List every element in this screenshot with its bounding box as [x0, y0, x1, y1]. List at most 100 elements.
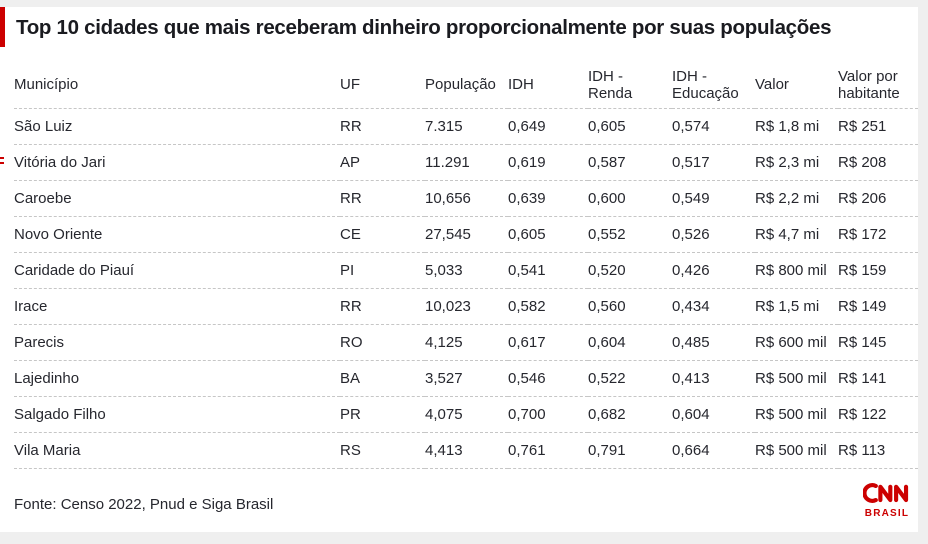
table-body: São Luiz RR 7.315 0,649 0,605 0,574 R$ 1,8 mi R… — [14, 108, 918, 469]
cell-populacao: 5,033 — [425, 252, 508, 289]
cell-uf: PR — [340, 396, 425, 433]
cell-idh-renda: 0,560 — [588, 288, 672, 325]
cell-idh-renda: 0,682 — [588, 396, 672, 433]
cell-idh: 0,649 — [508, 108, 588, 145]
cell-idh-renda: 0,552 — [588, 216, 672, 253]
cnn-brasil-logo: BRASIL — [861, 482, 913, 519]
cell-idh-educacao: 0,413 — [672, 360, 755, 397]
cnn-logo-icon — [862, 483, 909, 503]
cell-populacao: 11.291 — [425, 144, 508, 181]
cell-idh: 0,619 — [508, 144, 588, 181]
cell-idh: 0,761 — [508, 432, 588, 469]
cell-idh: 0,582 — [508, 288, 588, 325]
cell-idh-educacao: 0,517 — [672, 144, 755, 181]
cell-idh-educacao: 0,574 — [672, 108, 755, 145]
cell-idh-renda: 0,522 — [588, 360, 672, 397]
cell-populacao: 4,413 — [425, 432, 508, 469]
cell-valor-por-habitante: R$ 251 — [838, 108, 918, 145]
cell-populacao: 7.315 — [425, 108, 508, 145]
cell-municipio: Vitória do Jari — [14, 144, 340, 181]
cell-valor: R$ 500 mil — [755, 432, 838, 469]
cell-idh-renda: 0,605 — [588, 108, 672, 145]
table-header-row: Município UF População IDH IDH - Renda IDH - … — [14, 62, 918, 109]
page-title: Top 10 cidades que mais receberam dinhei… — [16, 16, 832, 39]
cell-valor: R$ 2,2 mi — [755, 180, 838, 217]
cell-idh-renda: 0,791 — [588, 432, 672, 469]
left-edge-red-marks — [0, 157, 4, 159]
cell-municipio: Parecis — [14, 324, 340, 361]
cell-valor-por-habitante: R$ 208 — [838, 144, 918, 181]
cell-valor: R$ 1,8 mi — [755, 108, 838, 145]
cell-populacao: 10,656 — [425, 180, 508, 217]
cell-idh: 0,700 — [508, 396, 588, 433]
column-header-idh-renda: IDH - Renda — [588, 62, 672, 109]
cell-idh-renda: 0,520 — [588, 252, 672, 289]
column-header-valor: Valor — [755, 62, 838, 109]
column-header-municipio: Município — [14, 62, 340, 109]
table-row: Caroebe RR 10,656 0,639 0,600 0,549 R$ 2,2 mi R… — [14, 180, 918, 217]
cell-valor-por-habitante: R$ 145 — [838, 324, 918, 361]
cell-populacao: 10,023 — [425, 288, 508, 325]
cell-idh-renda: 0,600 — [588, 180, 672, 217]
column-header-uf: UF — [340, 62, 425, 109]
cell-uf: AP — [340, 144, 425, 181]
cell-idh: 0,639 — [508, 180, 588, 217]
column-header-idh: IDH — [508, 62, 588, 109]
cell-idh: 0,541 — [508, 252, 588, 289]
table-row: Irace RR 10,023 0,582 0,560 0,434 R$ 1,5 mi R$ … — [14, 288, 918, 325]
cell-uf: RR — [340, 108, 425, 145]
cell-valor: R$ 800 mil — [755, 252, 838, 289]
cell-idh: 0,605 — [508, 216, 588, 253]
cell-populacao: 4,075 — [425, 396, 508, 433]
cell-valor-por-habitante: R$ 113 — [838, 432, 918, 469]
cell-municipio: Salgado Filho — [14, 396, 340, 433]
cell-municipio: São Luiz — [14, 108, 340, 145]
data-table: Município UF População IDH IDH - Renda IDH - … — [14, 62, 918, 469]
cell-municipio: Caridade do Piauí — [14, 252, 340, 289]
cell-municipio: Novo Oriente — [14, 216, 340, 253]
column-header-valor-por-habitante: Valor por habitante — [838, 62, 918, 109]
table-row: Salgado Filho PR 4,075 0,700 0,682 0,604 R$ 50… — [14, 396, 918, 433]
column-header-populacao: População — [425, 62, 508, 109]
cell-idh-educacao: 0,604 — [672, 396, 755, 433]
cell-valor-por-habitante: R$ 159 — [838, 252, 918, 289]
cell-idh: 0,617 — [508, 324, 588, 361]
cell-populacao: 27,545 — [425, 216, 508, 253]
cell-idh-educacao: 0,485 — [672, 324, 755, 361]
cell-municipio: Irace — [14, 288, 340, 325]
cell-populacao: 4,125 — [425, 324, 508, 361]
table-row: Vitória do Jari AP 11.291 0,619 0,587 0,517 R$… — [14, 144, 918, 181]
cell-uf: PI — [340, 252, 425, 289]
cell-valor: R$ 500 mil — [755, 396, 838, 433]
cell-valor-por-habitante: R$ 141 — [838, 360, 918, 397]
cell-idh-educacao: 0,664 — [672, 432, 755, 469]
cell-uf: RR — [340, 180, 425, 217]
cell-valor-por-habitante: R$ 172 — [838, 216, 918, 253]
cell-idh: 0,546 — [508, 360, 588, 397]
cell-valor-por-habitante: R$ 149 — [838, 288, 918, 325]
cell-valor: R$ 500 mil — [755, 360, 838, 397]
cell-valor-por-habitante: R$ 122 — [838, 396, 918, 433]
cell-valor: R$ 2,3 mi — [755, 144, 838, 181]
cell-uf: BA — [340, 360, 425, 397]
table-row: Novo Oriente CE 27,545 0,605 0,552 0,526 R$ 4,… — [14, 216, 918, 253]
cell-valor: R$ 4,7 mi — [755, 216, 838, 253]
title-accent-bar — [0, 7, 5, 47]
cell-populacao: 3,527 — [425, 360, 508, 397]
cell-uf: RO — [340, 324, 425, 361]
cell-municipio: Caroebe — [14, 180, 340, 217]
cell-valor-por-habitante: R$ 206 — [838, 180, 918, 217]
table-row: Caridade do Piauí PI 5,033 0,541 0,520 0,426 R… — [14, 252, 918, 289]
cell-municipio: Vila Maria — [14, 432, 340, 469]
cell-valor: R$ 1,5 mi — [755, 288, 838, 325]
table-row: Vila Maria RS 4,413 0,761 0,791 0,664 R$ 500 m… — [14, 432, 918, 469]
table-row: São Luiz RR 7.315 0,649 0,605 0,574 R$ 1,8 mi R… — [14, 108, 918, 145]
column-header-idh-educacao: IDH - Educação — [672, 62, 755, 109]
cell-uf: RR — [340, 288, 425, 325]
cnn-logo-sub-label: BRASIL — [864, 508, 910, 519]
cell-idh-renda: 0,604 — [588, 324, 672, 361]
cell-idh-educacao: 0,549 — [672, 180, 755, 217]
cell-idh-educacao: 0,526 — [672, 216, 755, 253]
cell-uf: CE — [340, 216, 425, 253]
cell-idh-educacao: 0,426 — [672, 252, 755, 289]
